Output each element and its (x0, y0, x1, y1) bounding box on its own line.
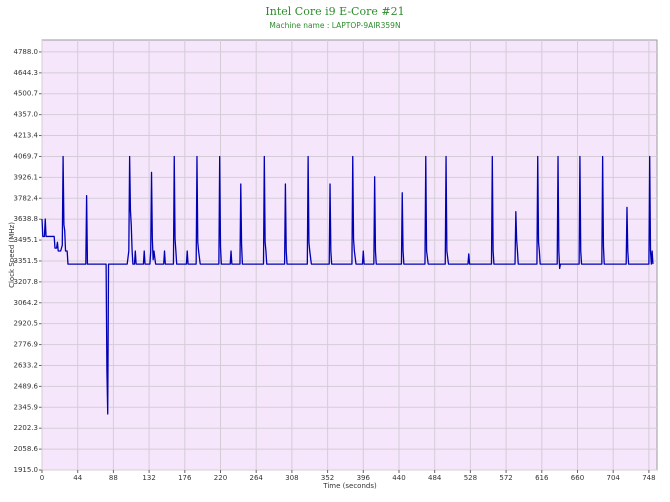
x-tick-label: 572 (499, 474, 512, 482)
y-tick-label: 4788.0 (14, 48, 39, 56)
x-tick-label: 396 (357, 474, 371, 482)
y-tick-label: 4644.3 (14, 69, 39, 77)
y-tick-label: 4213.4 (14, 132, 39, 140)
chart-subtitle: Machine name : LAPTOP-9AIR359N (269, 21, 400, 30)
y-tick-label: 2058.6 (14, 445, 39, 453)
y-tick-label: 4357.0 (14, 111, 39, 119)
y-tick-label: 2633.2 (14, 361, 39, 369)
y-axis-label: Clock Speed (MHz) (8, 222, 16, 288)
y-tick-label: 2489.6 (14, 382, 39, 390)
x-tick-label: 440 (392, 474, 405, 482)
x-tick-label: 264 (250, 474, 264, 482)
y-tick-label: 3926.1 (14, 173, 39, 181)
y-tick-label: 1915.0 (14, 466, 39, 474)
x-tick-label: 352 (321, 474, 334, 482)
x-tick-label: 220 (214, 474, 227, 482)
y-tick-label: 3351.5 (14, 257, 39, 265)
y-tick-label: 3207.8 (14, 278, 39, 286)
x-tick-label: 88 (109, 474, 118, 482)
x-axis-label: Time (seconds) (322, 482, 377, 490)
chart-title: Intel Core i9 E-Core #21 (265, 5, 404, 18)
data-line (41, 155, 654, 415)
x-tick-label: 132 (142, 474, 155, 482)
x-tick-label: 484 (428, 474, 442, 482)
x-tick-label: 528 (464, 474, 477, 482)
y-tick-label: 2920.5 (14, 320, 39, 328)
y-tick-label: 2776.9 (14, 341, 39, 349)
y-tick-label: 3495.1 (14, 236, 39, 244)
x-tick-label: 308 (285, 474, 298, 482)
y-tick-label: 4069.7 (14, 152, 39, 160)
x-tick-label: 176 (178, 474, 192, 482)
x-tick-label: 704 (606, 474, 620, 482)
plot-area (41, 39, 658, 471)
y-tick-label: 4500.7 (14, 90, 39, 98)
y-tick-label: 3782.4 (14, 194, 39, 202)
x-tick-label: 0 (40, 474, 44, 482)
y-tick-label: 2202.3 (14, 424, 39, 432)
x-tick-label: 660 (571, 474, 584, 482)
y-tick-label: 3064.2 (14, 299, 39, 307)
x-tick-label: 44 (73, 474, 82, 482)
x-tick-label: 748 (642, 474, 655, 482)
x-tick-label: 616 (535, 474, 549, 482)
y-tick-label: 2345.9 (14, 403, 39, 411)
y-tick-label: 3638.8 (14, 215, 39, 223)
